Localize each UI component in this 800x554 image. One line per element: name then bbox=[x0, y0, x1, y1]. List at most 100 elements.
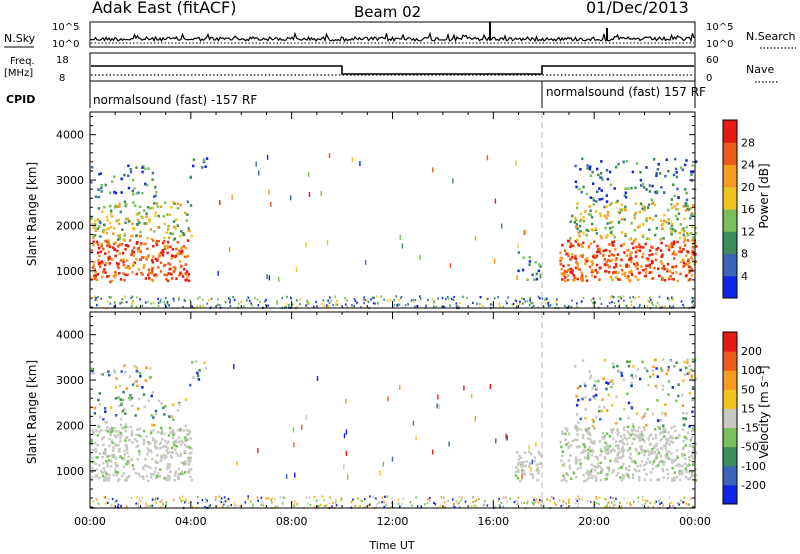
echo-cell bbox=[123, 364, 126, 367]
echo-cell bbox=[167, 224, 170, 228]
echo-cell bbox=[151, 260, 155, 264]
echo-cell bbox=[220, 497, 223, 500]
echo-cell bbox=[674, 214, 678, 218]
echo-cell bbox=[629, 433, 633, 437]
echo-cell bbox=[644, 366, 647, 370]
echo-cell bbox=[185, 270, 189, 273]
echo-cell bbox=[142, 266, 145, 269]
echo-cell bbox=[180, 246, 183, 250]
echo-cell bbox=[363, 498, 366, 501]
echo-cell bbox=[486, 297, 488, 300]
echo-cell bbox=[104, 476, 107, 479]
echo-cell bbox=[670, 198, 673, 201]
echo-cell bbox=[660, 241, 663, 245]
echo-cell bbox=[605, 444, 608, 448]
echo-cell bbox=[157, 225, 160, 229]
echo-cell bbox=[604, 498, 607, 501]
echo-cell bbox=[398, 303, 401, 306]
echo-cell bbox=[537, 269, 540, 273]
echo-cell bbox=[127, 266, 130, 269]
echo-cell bbox=[675, 207, 678, 211]
colorbar-frame bbox=[722, 331, 738, 505]
echo-cell bbox=[270, 498, 272, 501]
echo-cell bbox=[683, 496, 686, 499]
echo-cell bbox=[143, 242, 146, 246]
echo-cell bbox=[90, 249, 94, 252]
echo-cell bbox=[627, 468, 631, 472]
echo-cell bbox=[100, 184, 103, 187]
echo-cell bbox=[547, 303, 549, 306]
echo-cell bbox=[580, 243, 583, 246]
echo-cell bbox=[93, 268, 97, 271]
echo-cell bbox=[562, 462, 565, 466]
echo-cell bbox=[151, 178, 154, 181]
echo-cell bbox=[522, 302, 524, 305]
echo-cell bbox=[106, 462, 109, 465]
echo-cell bbox=[667, 169, 670, 173]
echo-cell bbox=[186, 433, 189, 436]
echo-cell bbox=[185, 498, 187, 501]
echo-cell bbox=[603, 446, 607, 449]
echo-cell bbox=[188, 468, 191, 472]
echo-cell bbox=[571, 299, 573, 302]
echo-cell bbox=[655, 305, 657, 308]
echo-cell bbox=[571, 269, 574, 272]
echo-cell bbox=[98, 463, 101, 467]
echo-cell bbox=[163, 264, 166, 267]
echo-cell bbox=[114, 241, 117, 245]
echo-cell bbox=[606, 506, 608, 509]
echo-cell bbox=[516, 275, 518, 280]
echo-cell bbox=[694, 378, 698, 381]
echo-cell bbox=[135, 439, 139, 443]
echo-cell bbox=[638, 432, 641, 436]
echo-cell bbox=[660, 455, 663, 458]
echo-cell bbox=[576, 467, 579, 471]
echo-cell bbox=[219, 200, 221, 206]
echo-cell bbox=[520, 464, 523, 468]
echo-cell bbox=[219, 304, 221, 307]
echo-cell bbox=[226, 498, 228, 501]
echo-cell bbox=[608, 265, 611, 269]
echo-cell bbox=[299, 303, 301, 306]
echo-cell bbox=[141, 166, 144, 169]
echo-cell bbox=[680, 300, 683, 303]
echo-cell bbox=[641, 182, 645, 186]
echo-cell bbox=[561, 278, 564, 281]
echo-cell bbox=[115, 377, 118, 380]
echo-cell bbox=[581, 276, 584, 280]
echo-cell bbox=[155, 497, 157, 500]
echo-cell bbox=[620, 504, 623, 508]
colorbar-tick-label: 15 bbox=[741, 402, 755, 415]
echo-cell bbox=[618, 440, 621, 443]
echo-cell bbox=[148, 276, 151, 280]
echo-cell bbox=[101, 437, 104, 441]
echo-cell bbox=[493, 297, 496, 300]
echo-cell bbox=[614, 304, 616, 308]
echo-cell bbox=[103, 223, 106, 227]
echo-cell bbox=[101, 462, 105, 465]
echo-cell bbox=[167, 440, 170, 443]
echo-cell bbox=[167, 434, 171, 437]
echo-cell bbox=[191, 361, 194, 364]
nsky-tick-bottom: 10^0 bbox=[52, 39, 79, 50]
nsky-label: N.Sky bbox=[4, 32, 36, 45]
echo-cell bbox=[594, 227, 597, 230]
echo-cell bbox=[113, 190, 116, 194]
echo-cell bbox=[648, 216, 652, 220]
echo-cell bbox=[630, 222, 633, 225]
echo-cell bbox=[105, 228, 108, 231]
echo-cell bbox=[678, 464, 681, 467]
echo-cell bbox=[567, 239, 570, 243]
echo-cell bbox=[639, 464, 642, 467]
echo-cell bbox=[608, 434, 611, 438]
echo-cell bbox=[452, 178, 454, 184]
echo-cell bbox=[130, 253, 133, 256]
echo-cell bbox=[690, 252, 694, 255]
echo-cell bbox=[651, 301, 653, 304]
echo-cell bbox=[610, 449, 613, 452]
echo-cell bbox=[616, 429, 619, 432]
echo-cell bbox=[600, 236, 603, 240]
echo-cell bbox=[138, 434, 141, 437]
echo-cell bbox=[625, 254, 629, 257]
echo-cell bbox=[137, 247, 140, 250]
